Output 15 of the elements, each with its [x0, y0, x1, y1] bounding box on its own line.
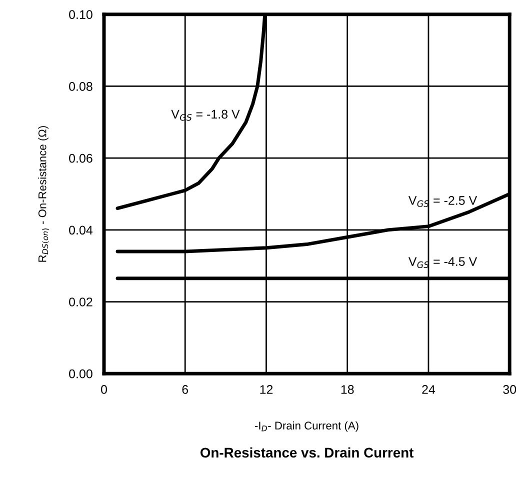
x-tick-label: 18 [341, 385, 354, 394]
y-tick-label: 0.02 [69, 298, 92, 306]
text: On-Resistance vs. Drain Current [200, 447, 414, 458]
x-axis-title: -I$_{D}$- Drain Current (A) [254, 421, 358, 432]
y-tick-label: 0.06 [69, 154, 92, 163]
y-tick-label: 0.04 [69, 226, 93, 235]
y-tick-label: 0.10 [69, 10, 92, 20]
y-tick-label: 0.00 [69, 369, 92, 378]
x-tick-label: 12 [260, 385, 273, 394]
y-axis-title: R$_{DS(on)}$ - On-Resistance (Ω) [38, 126, 50, 262]
x-tick-label: 0 [101, 385, 107, 394]
x-tick-label: 6 [182, 385, 188, 394]
y-tick-label: 0.08 [69, 82, 92, 91]
x-tick-label: 30 [503, 385, 516, 394]
x-tick-label: 24 [422, 385, 436, 394]
